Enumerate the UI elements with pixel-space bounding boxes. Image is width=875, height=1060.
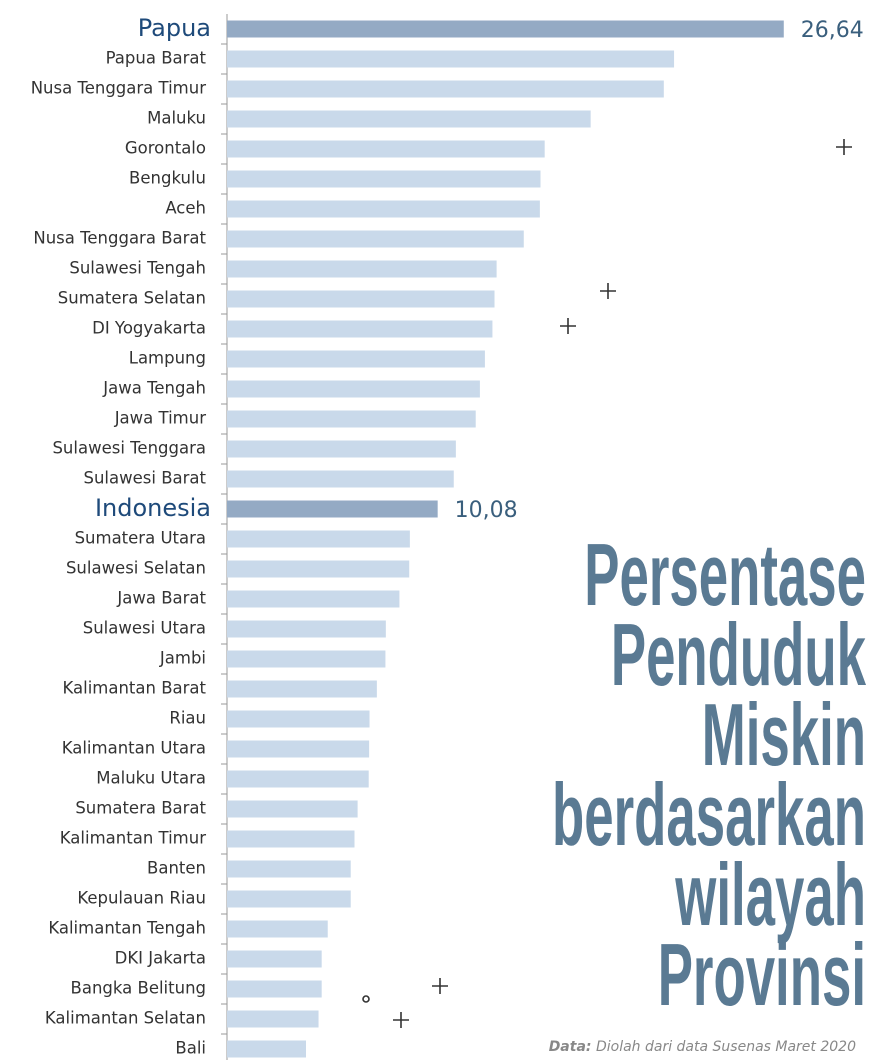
bar <box>227 200 540 218</box>
bar <box>227 530 410 548</box>
bar <box>227 680 377 698</box>
cross <box>560 318 576 334</box>
chart-title: Provinsi <box>658 926 866 1024</box>
category-label: Kalimantan Tengah <box>48 919 206 938</box>
chart-title: wilayah <box>675 846 866 944</box>
category-label: Jawa Tengah <box>102 379 206 398</box>
category-label: Sulawesi Utara <box>83 619 206 638</box>
bar <box>227 230 524 248</box>
decorations <box>362 139 852 1028</box>
category-label: Lampung <box>129 349 206 368</box>
bar <box>227 80 664 98</box>
category-label: Nusa Tenggara Timur <box>31 79 207 98</box>
bar <box>227 260 497 278</box>
bar <box>227 440 456 458</box>
category-label: Sulawesi Selatan <box>66 559 206 578</box>
category-label: Nusa Tenggara Barat <box>33 229 206 248</box>
category-label: Bengkulu <box>129 169 206 188</box>
bar <box>227 740 370 758</box>
cross <box>393 1012 409 1028</box>
category-label: Kalimantan Timur <box>60 829 206 848</box>
category-label: Sulawesi Tengah <box>69 259 206 278</box>
bar <box>227 800 358 818</box>
bar <box>227 980 322 998</box>
bar <box>227 710 370 728</box>
bar <box>227 860 351 878</box>
bar <box>227 320 493 338</box>
cross <box>600 283 616 299</box>
category-label: Sumatera Selatan <box>58 289 206 308</box>
category-label: Jawa Barat <box>116 589 206 608</box>
category-label: Maluku Utara <box>96 769 206 788</box>
category-label: Indonesia <box>95 494 211 522</box>
category-label: Banten <box>147 859 206 878</box>
bar <box>227 380 480 398</box>
bar <box>227 50 675 68</box>
cross <box>836 139 852 155</box>
bar <box>227 20 784 38</box>
bar <box>227 290 495 308</box>
bar <box>227 470 454 488</box>
chart-title: berdasarkan <box>552 766 866 864</box>
chart-title: Persentase <box>584 526 866 624</box>
category-label: Sulawesi Barat <box>84 469 207 488</box>
bar <box>227 1010 319 1028</box>
bar <box>227 140 545 158</box>
bar <box>227 350 485 368</box>
category-label: Sumatera Utara <box>75 529 206 548</box>
bar <box>227 1040 307 1058</box>
category-label: Aceh <box>165 199 206 218</box>
source-label: Data: <box>549 1039 592 1055</box>
bar <box>227 170 541 188</box>
bar <box>227 650 386 668</box>
category-label: Sumatera Barat <box>75 799 206 818</box>
category-label: Jambi <box>159 649 206 668</box>
bar <box>227 950 322 968</box>
bar <box>227 920 328 938</box>
chart-title: Miskin <box>702 686 866 784</box>
category-label: Kalimantan Selatan <box>45 1009 206 1028</box>
value-label: 10,08 <box>455 498 518 523</box>
category-label: Bangka Belitung <box>71 979 206 998</box>
value-label: 26,64 <box>801 18 864 43</box>
source-text: Diolah dari data Susenas Maret 2020 <box>596 1039 856 1055</box>
bar <box>227 620 386 638</box>
bar <box>227 410 476 428</box>
category-label: DKI Jakarta <box>115 949 206 968</box>
bar <box>227 500 438 518</box>
category-label: Sulawesi Tenggara <box>52 439 206 458</box>
chart-title: Penduduk <box>611 606 867 704</box>
source: Data: Diolah dari data Susenas Maret 202… <box>549 1039 856 1055</box>
bar <box>227 590 400 608</box>
category-label: DI Yogyakarta <box>92 319 206 338</box>
bar <box>227 830 355 848</box>
category-label: Bali <box>175 1039 206 1058</box>
category-label: Maluku <box>147 109 206 128</box>
bar <box>227 770 369 788</box>
category-label: Jawa Timur <box>114 409 207 428</box>
category-label: Papua <box>138 14 211 42</box>
category-label: Papua Barat <box>106 49 207 68</box>
circle <box>362 995 370 1003</box>
bar <box>227 560 410 578</box>
category-label: Kepulauan Riau <box>77 889 206 908</box>
category-label: Kalimantan Utara <box>62 739 206 758</box>
category-label: Gorontalo <box>125 139 206 158</box>
bar <box>227 890 351 908</box>
cross <box>432 978 448 994</box>
bar <box>227 110 591 128</box>
category-label: Kalimantan Barat <box>62 679 206 698</box>
category-label: Riau <box>169 709 206 728</box>
